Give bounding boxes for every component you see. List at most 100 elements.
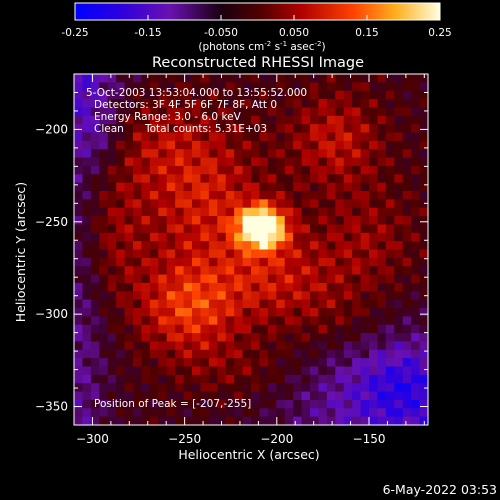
heatmap-cell	[217, 232, 227, 242]
heatmap-cell	[419, 99, 429, 109]
heatmap-cell	[99, 408, 109, 418]
heatmap-cell	[133, 82, 143, 92]
heatmap-cell	[234, 124, 244, 134]
heatmap-cell	[360, 149, 370, 159]
heatmap-cell	[99, 383, 109, 393]
heatmap-cell	[419, 399, 429, 409]
heatmap-cell	[343, 282, 353, 292]
heatmap-cell	[175, 266, 185, 276]
heatmap-cell	[183, 282, 193, 292]
heatmap-cell	[318, 299, 328, 309]
heatmap-cell	[166, 140, 176, 150]
heatmap-cell	[352, 358, 362, 368]
heatmap-cell	[394, 282, 404, 292]
heatmap-cell	[326, 182, 336, 192]
heatmap-cell	[124, 157, 134, 167]
heatmap-cell	[326, 358, 336, 368]
heatmap-cell	[208, 107, 218, 117]
heatmap-cell	[208, 324, 218, 334]
heatmap-cell	[242, 383, 252, 393]
heatmap-cell	[267, 341, 277, 351]
heatmap-cell	[158, 199, 168, 209]
heatmap-cell	[259, 299, 269, 309]
heatmap-cell	[411, 333, 421, 343]
heatmap-cell	[82, 274, 92, 284]
heatmap-cell	[394, 99, 404, 109]
heatmap-cell	[343, 241, 353, 251]
heatmap-cell	[259, 90, 269, 100]
heatmap-cell	[183, 115, 193, 125]
heatmap-cell	[411, 224, 421, 234]
heatmap-cell	[251, 207, 261, 217]
heatmap-cell	[116, 107, 126, 117]
heatmap-cell	[335, 82, 345, 92]
heatmap-cell	[335, 257, 345, 267]
heatmap-cell	[82, 82, 92, 92]
heatmap-cell	[234, 266, 244, 276]
heatmap-cell	[183, 324, 193, 334]
heatmap-cell	[217, 140, 227, 150]
heatmap-cell	[267, 241, 277, 251]
heatmap-cell	[82, 282, 92, 292]
heatmap-cell	[394, 341, 404, 351]
heatmap-cell	[360, 399, 370, 409]
heatmap-cell	[259, 416, 269, 426]
heatmap-cell	[293, 199, 303, 209]
heatmap-cell	[284, 124, 294, 134]
heatmap-cell	[419, 107, 429, 117]
heatmap-cell	[107, 107, 117, 117]
heatmap-cell	[259, 291, 269, 301]
heatmap-cell	[200, 324, 210, 334]
heatmap-cell	[225, 299, 235, 309]
heatmap-cell	[74, 140, 84, 150]
heatmap-cell	[318, 157, 328, 167]
heatmap-cell	[225, 324, 235, 334]
heatmap-cell	[107, 374, 117, 384]
heatmap-cell	[116, 282, 126, 292]
heatmap-cell	[74, 249, 84, 259]
heatmap-cell	[234, 316, 244, 326]
y-tick-label: −350	[35, 400, 68, 414]
heatmap-cell	[175, 249, 185, 259]
heatmap-cell	[259, 383, 269, 393]
heatmap-cell	[200, 374, 210, 384]
heatmap-cell	[133, 90, 143, 100]
colorbar-ticks: -0.25 -0.15 -0.050 0.050 0.15 0.25	[61, 15, 452, 39]
heatmap-cell	[394, 182, 404, 192]
heatmap-cell	[234, 82, 244, 92]
heatmap-cell	[318, 324, 328, 334]
heatmap-cell	[74, 316, 84, 326]
heatmap-cell	[74, 266, 84, 276]
heatmap-cell	[326, 366, 336, 376]
heatmap-cell	[90, 199, 100, 209]
heatmap-cell	[158, 165, 168, 175]
heatmap-cell	[192, 124, 202, 134]
heatmap-cell	[352, 224, 362, 234]
heatmap-cell	[276, 140, 286, 150]
heatmap-cell	[267, 282, 277, 292]
heatmap-cell	[175, 341, 185, 351]
heatmap-cell	[107, 257, 117, 267]
heatmap-cell	[419, 90, 429, 100]
heatmap-cell	[200, 282, 210, 292]
heatmap-cell	[318, 124, 328, 134]
heatmap-cell	[293, 74, 303, 83]
heatmap-cell	[251, 174, 261, 184]
heatmap-cell	[133, 333, 143, 343]
heatmap-cell	[124, 333, 134, 343]
heatmap-cell	[99, 324, 109, 334]
heatmap-cell	[335, 124, 345, 134]
heatmap-cell	[335, 241, 345, 251]
heatmap-cell	[284, 157, 294, 167]
heatmap-cell	[419, 249, 429, 259]
heatmap-cell	[133, 274, 143, 284]
heatmap-cell	[74, 324, 84, 334]
heatmap-cell	[352, 333, 362, 343]
heatmap-cell	[402, 191, 412, 200]
heatmap-cell	[419, 115, 429, 125]
heatmap-cell	[293, 140, 303, 150]
heatmap-cell	[200, 408, 210, 418]
heatmap-cell	[175, 366, 185, 376]
heatmap-cell	[284, 149, 294, 159]
heatmap-cell	[301, 90, 311, 100]
